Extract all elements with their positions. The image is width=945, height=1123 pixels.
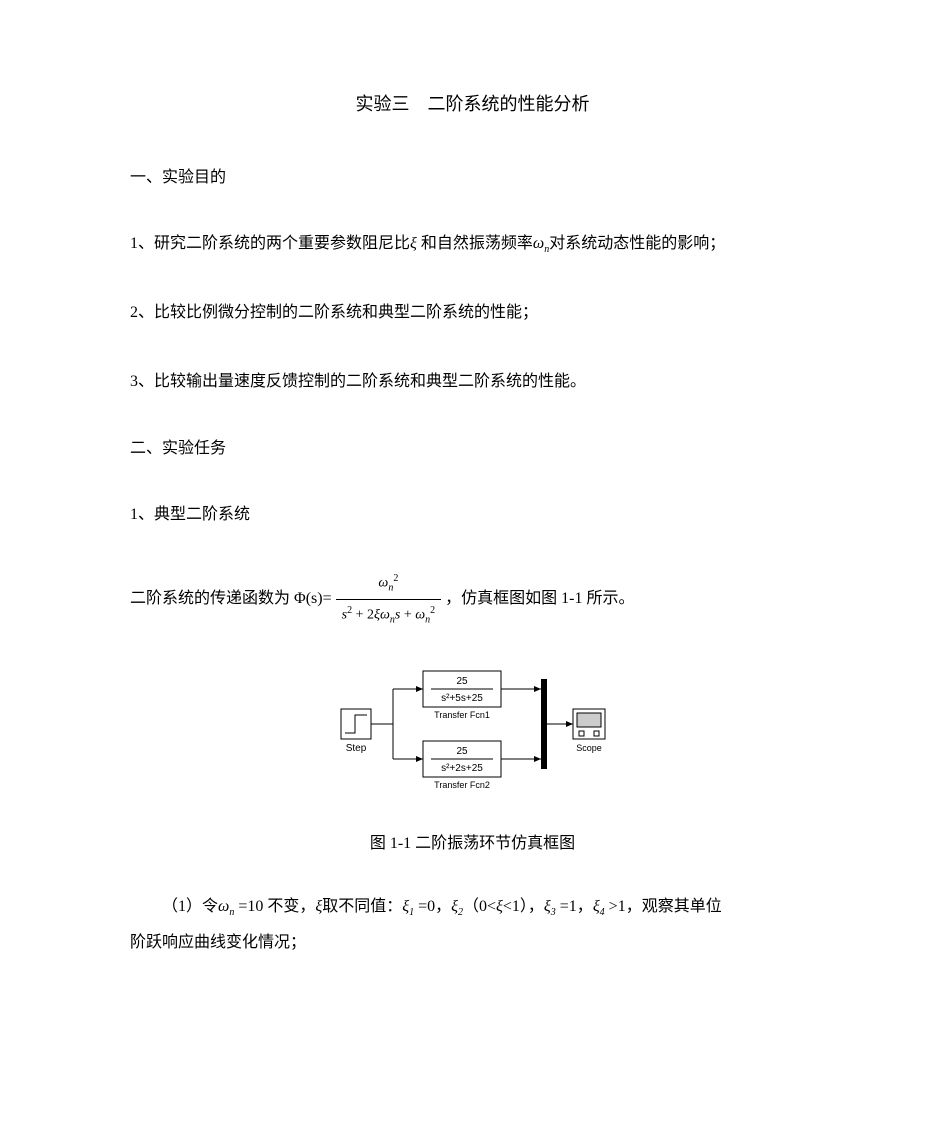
scope-knob <box>594 731 599 736</box>
xi2: ξ <box>451 898 458 915</box>
plus: + <box>400 608 415 623</box>
sub-n: n <box>425 614 430 625</box>
scope-label: Scope <box>576 743 602 753</box>
section-2-heading: 二、实验任务 <box>130 437 815 461</box>
xi3: ξ <box>544 898 551 915</box>
simulink-diagram: Step 25 s²+5s+25 Transfer Fcn1 25 s²+2s+… <box>130 649 815 809</box>
objective-2: 2、比较比例微分控制的二阶系统和典型二阶系统的性能； <box>130 299 815 328</box>
text: 对系统动态性能的影响； <box>549 235 725 252</box>
block-diagram-svg: Step 25 s²+5s+25 Transfer Fcn1 25 s²+2s+… <box>323 649 623 809</box>
phi-s: Φ(s) <box>294 585 323 614</box>
tf2-den: s²+2s+25 <box>441 763 483 774</box>
scope-knob <box>579 731 584 736</box>
sup-2: 2 <box>393 573 398 584</box>
tf1-label: Transfer Fcn1 <box>434 710 490 720</box>
xi-symbol: ξ <box>410 235 417 252</box>
objective-3: 3、比较输出量速度反馈控制的二阶系统和典型二阶系统的性能。 <box>130 368 815 397</box>
text: =10 不变， <box>234 898 315 915</box>
sup-2: 2 <box>430 605 435 616</box>
tf2-num: 25 <box>456 746 468 757</box>
omega-symbol: ω <box>533 235 544 252</box>
omega: ω <box>415 608 425 623</box>
text: 和自然振荡频率 <box>417 235 533 252</box>
text: 1、研究二阶系统的两个重要参数阻尼比 <box>130 235 410 252</box>
fraction: ωn2 s2 + 2ξωns + ωn2 <box>336 570 442 630</box>
text: ，仿真框图如图 1-1 所示。 <box>445 585 634 614</box>
step-label: Step <box>345 743 366 754</box>
text: 取不同值： <box>322 898 402 915</box>
text: 0< <box>479 898 496 915</box>
objective-1: 1、研究二阶系统的两个重要参数阻尼比ξ 和自然振荡频率ωn对系统动态性能的影响； <box>130 230 815 259</box>
text: =1， <box>556 898 593 915</box>
task-1-heading: 1、典型二阶系统 <box>130 501 815 530</box>
page-title: 实验三 二阶系统的性能分析 <box>130 90 815 116</box>
denominator: s2 + 2ξωns + ωn2 <box>336 599 442 629</box>
text: =0， <box>414 898 451 915</box>
omega: ω <box>378 575 388 590</box>
mux-block <box>541 679 547 769</box>
xi4: ξ <box>593 898 600 915</box>
text: （1）令 <box>162 898 218 915</box>
text: 二阶系统的传递函数为 <box>130 585 290 614</box>
plus: + 2 <box>352 608 374 623</box>
question-1: （1）令ωn =10 不变，ξ取不同值：ξ1 =0，ξ2（0<ξ<1），ξ3 =… <box>130 893 815 922</box>
omega: ω <box>380 608 390 623</box>
text: （ <box>463 898 479 915</box>
tf1-num: 25 <box>456 676 468 687</box>
text: >1，观察其单位 <box>605 898 722 915</box>
tf2-label: Transfer Fcn2 <box>434 780 490 790</box>
text: ）， <box>520 898 544 915</box>
transfer-function-line: 二阶系统的传递函数为 Φ(s) = ωn2 s2 + 2ξωns + ωn2 ，… <box>130 570 815 630</box>
tf1-den: s²+5s+25 <box>441 693 483 704</box>
step-block <box>341 709 371 739</box>
text: <1 <box>503 898 520 915</box>
equals: = <box>323 585 332 614</box>
xi: ξ <box>496 898 503 915</box>
scope-screen <box>577 713 601 727</box>
numerator: ωn2 <box>372 570 404 599</box>
figure-caption: 图 1-1 二阶振荡环节仿真框图 <box>130 829 815 853</box>
section-1-heading: 一、实验目的 <box>130 166 815 190</box>
omega: ω <box>218 898 229 915</box>
question-1-line2: 阶跃响应曲线变化情况； <box>130 929 815 958</box>
